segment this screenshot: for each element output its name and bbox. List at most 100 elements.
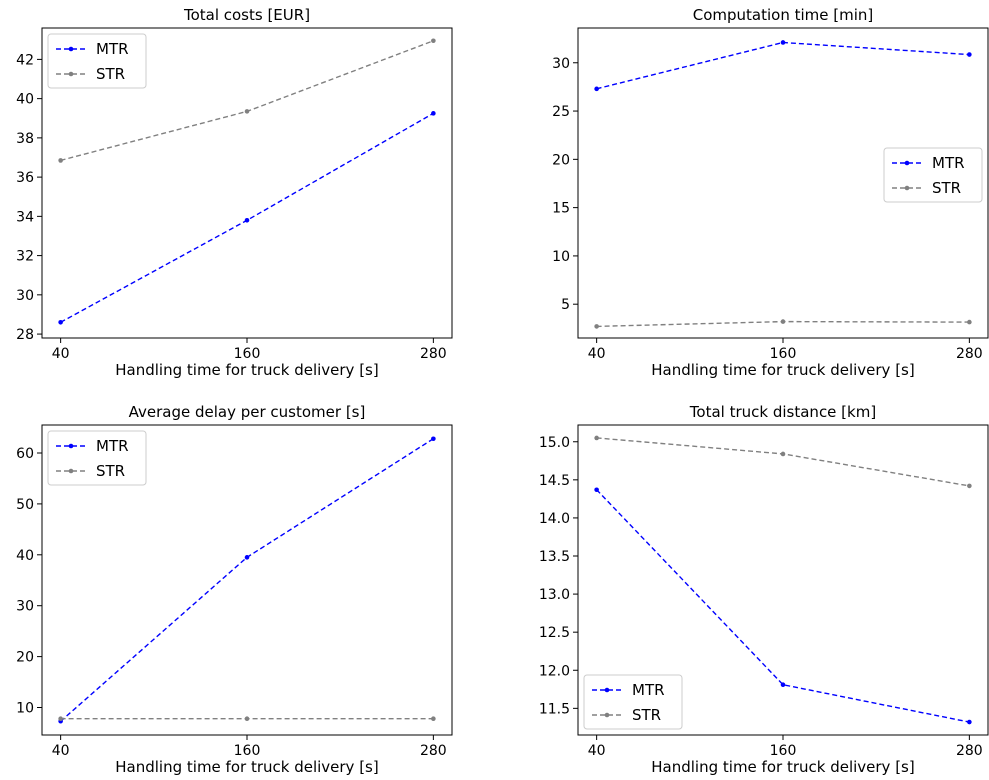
x-tick-label: 40 xyxy=(588,346,606,362)
data-point-str xyxy=(967,319,972,325)
chart-panel-1: Total costs [EUR] 40 160 280 28 30 32 34 36 38 40 4… xyxy=(16,6,453,379)
series-line-mtr xyxy=(596,41,970,90)
legend-marker xyxy=(604,687,610,693)
data-point-mtr xyxy=(594,86,599,92)
data-point-str xyxy=(58,716,63,722)
x-axis-label: Handling time for truck delivery [s] xyxy=(115,758,378,776)
y-tick-label: 30 xyxy=(16,599,34,615)
x-axis-label: Handling time for truck delivery [s] xyxy=(115,361,378,379)
x-tick-label: 40 xyxy=(52,743,70,759)
legend: MTR STR xyxy=(47,430,147,486)
x-tick-label: 160 xyxy=(770,743,797,759)
legend-label: STR xyxy=(96,462,125,480)
y-tick-label: 5 xyxy=(561,297,570,313)
chart-title: Computation time [min] xyxy=(693,6,874,24)
y-tick-label: 60 xyxy=(16,446,34,462)
y-tick-label: 10 xyxy=(16,701,34,717)
legend: MTR STR xyxy=(47,33,147,89)
chart-panel-4: Total truck distance [km] 40 160 280 11.5 12.… xyxy=(539,403,989,776)
x-tick-label: 40 xyxy=(52,346,70,362)
chart-title: Average delay per customer [s] xyxy=(129,403,366,421)
y-tick-label: 36 xyxy=(16,170,34,186)
data-point-mtr xyxy=(431,111,436,116)
y-tick-label: 38 xyxy=(16,131,34,147)
y-tick-label: 34 xyxy=(16,209,34,225)
x-tick-label: 160 xyxy=(770,346,797,362)
data-point-str xyxy=(780,451,786,457)
data-point-str xyxy=(244,716,250,722)
legend-label: STR xyxy=(96,65,125,83)
x-tick-label: 160 xyxy=(234,743,261,759)
y-tick-label: 14.5 xyxy=(539,473,570,489)
legend: MTR STR xyxy=(583,674,683,730)
plot-frame xyxy=(577,27,989,339)
data-point-str xyxy=(967,483,972,489)
y-tick-label: 14.0 xyxy=(539,511,570,527)
y-tick-label: 40 xyxy=(16,548,34,564)
legend: MTR STR xyxy=(883,147,983,203)
data-point-mtr xyxy=(244,555,250,560)
data-point-mtr xyxy=(244,217,250,223)
y-tick-label: 12.5 xyxy=(539,625,570,641)
x-tick-label: 280 xyxy=(956,346,983,362)
y-tick-label: 20 xyxy=(552,152,570,168)
plot-frame xyxy=(41,424,453,736)
y-tick-label: 30 xyxy=(16,288,34,304)
data-point-str xyxy=(431,716,436,722)
legend-marker xyxy=(68,71,74,77)
data-point-mtr xyxy=(967,719,972,725)
x-axis-label: Handling time for truck delivery [s] xyxy=(651,361,914,379)
plot-frame xyxy=(577,424,989,736)
chart-panel-2: Computation time [min] 40 160 280 5 10 15 20 25 3… xyxy=(552,6,989,379)
y-tick-label: 11.5 xyxy=(539,701,570,717)
chart-title: Total truck distance [km] xyxy=(689,403,876,421)
data-point-str xyxy=(58,158,63,163)
data-point-mtr xyxy=(780,40,786,45)
legend-label: MTR xyxy=(632,681,665,699)
y-tick-label: 42 xyxy=(16,52,34,68)
legend-label: STR xyxy=(932,179,961,197)
data-point-mtr xyxy=(431,436,436,442)
data-point-str xyxy=(780,319,786,324)
data-point-mtr xyxy=(967,52,972,57)
plot-frame xyxy=(41,27,453,339)
y-tick-label: 15.0 xyxy=(539,435,570,451)
data-point-str xyxy=(431,38,436,44)
series-line-str xyxy=(596,437,970,487)
data-point-str xyxy=(244,109,250,114)
legend-marker xyxy=(68,46,74,52)
legend-marker xyxy=(68,468,74,474)
y-tick-label: 30 xyxy=(552,56,570,72)
y-tick-label: 20 xyxy=(16,650,34,666)
y-tick-label: 50 xyxy=(16,497,34,513)
data-point-mtr xyxy=(780,682,786,688)
series-line-mtr xyxy=(60,112,434,323)
data-point-mtr xyxy=(58,320,63,325)
chart-title: Total costs [EUR] xyxy=(183,6,310,24)
legend-marker xyxy=(68,443,74,449)
y-tick-label: 13.5 xyxy=(539,549,570,565)
legend-marker xyxy=(904,185,910,191)
x-tick-label: 160 xyxy=(234,346,261,362)
legend-label: STR xyxy=(632,706,661,724)
y-tick-label: 12.0 xyxy=(539,663,570,679)
x-tick-label: 280 xyxy=(420,743,447,759)
legend-label: MTR xyxy=(932,154,965,172)
legend-marker xyxy=(904,160,910,166)
data-point-mtr xyxy=(594,487,599,493)
y-tick-label: 28 xyxy=(16,327,34,343)
chart-panel-3: Average delay per customer [s] 40 160 280 10… xyxy=(16,403,453,776)
legend-label: MTR xyxy=(96,437,129,455)
x-tick-label: 280 xyxy=(420,346,447,362)
data-point-str xyxy=(594,324,599,329)
y-tick-label: 13.0 xyxy=(539,587,570,603)
y-tick-label: 15 xyxy=(552,201,570,217)
x-axis-label: Handling time for truck delivery [s] xyxy=(651,758,914,776)
y-tick-label: 40 xyxy=(16,92,34,108)
series-line-mtr xyxy=(596,489,970,723)
y-tick-label: 25 xyxy=(552,104,570,120)
y-tick-label: 10 xyxy=(552,249,570,265)
legend-label: MTR xyxy=(96,40,129,58)
legend-marker xyxy=(604,712,610,718)
